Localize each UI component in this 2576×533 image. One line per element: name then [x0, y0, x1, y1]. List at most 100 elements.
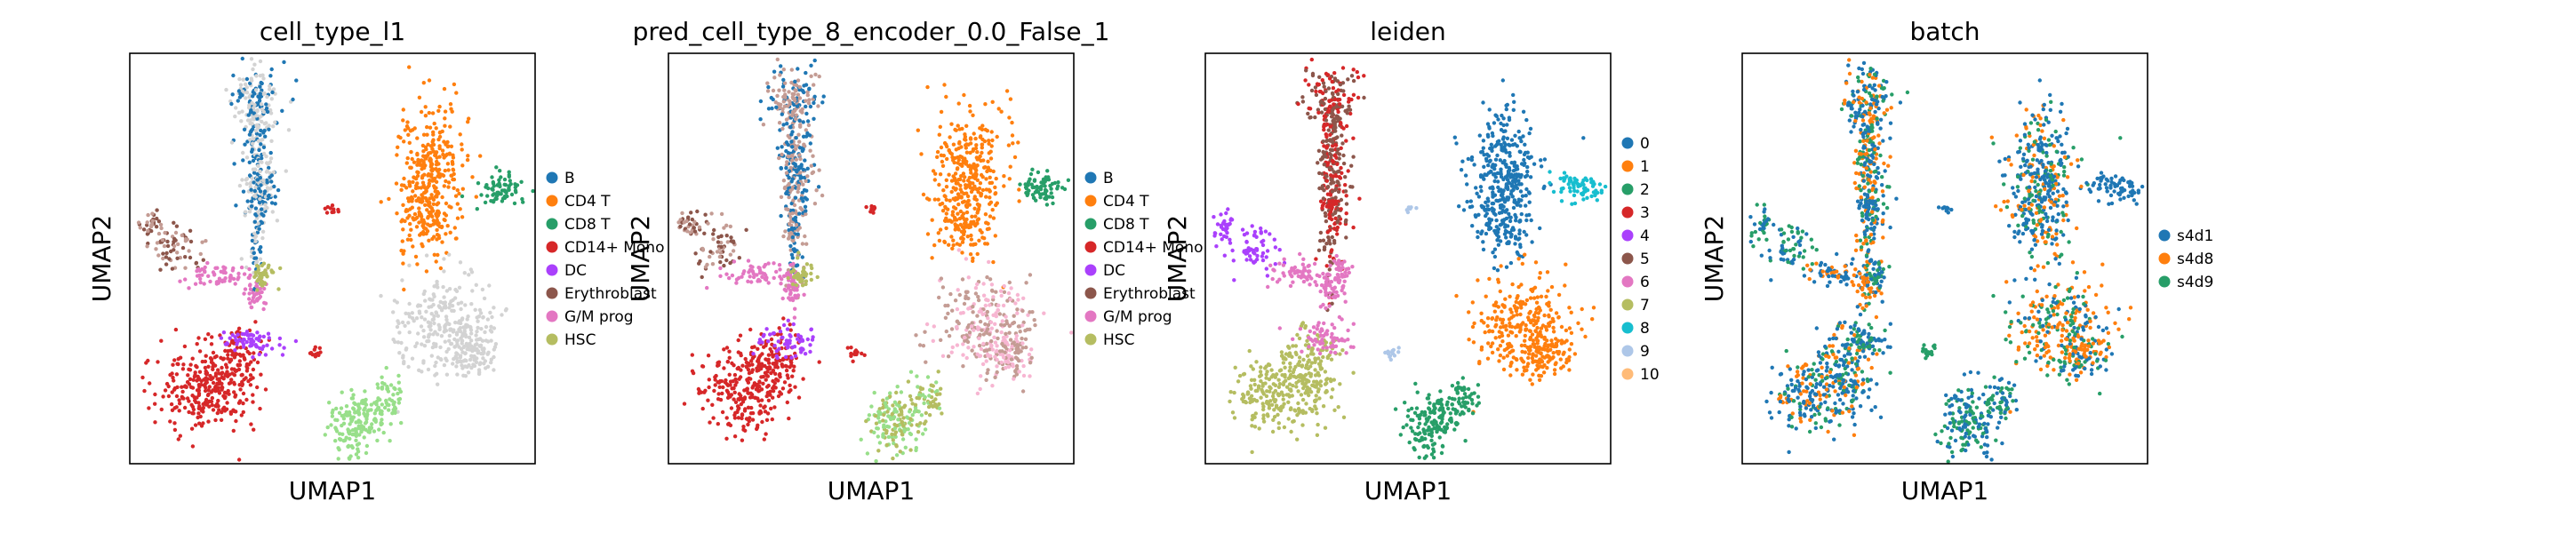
scatter-point [1069, 330, 1074, 335]
scatter-point [458, 354, 463, 358]
scatter-point [415, 173, 420, 179]
scatter-point [1496, 185, 1500, 190]
legend-marker [1084, 333, 1097, 346]
scatter-point [960, 251, 964, 255]
scatter-point [252, 251, 256, 256]
scatter-point [202, 282, 206, 286]
scatter-point [248, 373, 253, 378]
scatter-point [254, 283, 259, 289]
scatter-point [688, 230, 692, 235]
scatter-point [804, 188, 809, 193]
scatter-point [247, 291, 252, 296]
scatter-point [251, 355, 255, 360]
scatter-point [793, 79, 797, 84]
scatter-point [890, 411, 894, 417]
scatter-point [972, 131, 976, 136]
scatter-point [1520, 194, 1525, 198]
scatter-point [388, 422, 393, 426]
scatter-point [464, 358, 468, 363]
scatter-point [1011, 364, 1015, 369]
scatter-point [964, 146, 969, 150]
scatter-point [960, 277, 965, 282]
scatter-point [1008, 338, 1013, 342]
scatter-point [341, 421, 347, 426]
scatter-point [242, 272, 247, 276]
scatter-point [237, 359, 242, 363]
scatter-point [965, 194, 971, 199]
scatter-point [736, 275, 741, 281]
scatter-point [420, 315, 424, 320]
scatter-point [404, 208, 409, 212]
scatter-point [950, 210, 956, 214]
scatter-point [450, 308, 454, 313]
scatter-point [387, 408, 391, 412]
scatter-point [1330, 217, 1334, 222]
scatter-point [169, 402, 174, 407]
scatter-point [978, 319, 983, 324]
scatter-point [202, 378, 206, 382]
scatter-point [944, 94, 948, 99]
scatter-point [376, 406, 380, 410]
scatter-point [728, 252, 732, 257]
scatter-point [226, 353, 230, 357]
scatter-point [429, 193, 434, 197]
scatter-point [415, 215, 420, 220]
scatter-point [1300, 99, 1306, 104]
scatter-point [187, 286, 191, 290]
scatter-point [794, 116, 798, 122]
scatter-point [436, 304, 441, 308]
scatter-point [429, 174, 434, 179]
scatter-point [420, 143, 426, 148]
scatter-point [344, 404, 349, 409]
scatter-point [182, 344, 188, 349]
scatter-point [201, 421, 205, 426]
scatter-point [759, 410, 764, 415]
scatter-point [806, 123, 812, 128]
scatter-point [809, 327, 813, 331]
scatter-point [1020, 346, 1025, 350]
scatter-point [458, 132, 462, 137]
scatter-point [949, 235, 954, 239]
scatter-point [442, 362, 447, 368]
scatter-point [490, 314, 494, 320]
scatter-point [1028, 273, 1033, 277]
scatter-point [248, 138, 252, 142]
scatter-point [724, 258, 729, 263]
scatter-point [263, 387, 268, 392]
scatter-point [416, 303, 420, 307]
scatter-point [228, 348, 233, 353]
scatter-point [956, 101, 961, 106]
scatter-point [248, 377, 253, 382]
scatter-point [885, 424, 890, 429]
scatter-point [226, 388, 230, 394]
scatter-point [1049, 187, 1053, 191]
scatter-point [700, 406, 705, 411]
scatter-point [341, 417, 347, 421]
scatter-point [217, 408, 221, 412]
scatter-point [1340, 133, 1344, 138]
scatter-point [251, 67, 255, 72]
scatter-point [431, 138, 436, 142]
scatter-point [276, 287, 281, 291]
scatter-point [732, 397, 736, 402]
scatter-point [756, 359, 760, 363]
scatter-point [722, 366, 726, 370]
scatter-point [266, 266, 270, 270]
scatter-point [436, 174, 440, 179]
scatter-point [700, 364, 705, 369]
scatter-point [239, 373, 244, 378]
scatter-point [384, 398, 388, 403]
scatter-point [1345, 111, 1349, 115]
scatter-point [789, 154, 795, 158]
scatter-point [437, 131, 443, 135]
scatter-point [449, 144, 454, 148]
scatter-point [695, 209, 700, 214]
scatter-point [944, 178, 949, 182]
scatter-point [435, 155, 439, 160]
scatter-point [985, 352, 990, 357]
scatter-point [428, 297, 432, 301]
scatter-point [244, 339, 249, 345]
scatter-point [436, 209, 441, 214]
scatter-point [434, 152, 438, 156]
scatter-point [336, 207, 340, 212]
